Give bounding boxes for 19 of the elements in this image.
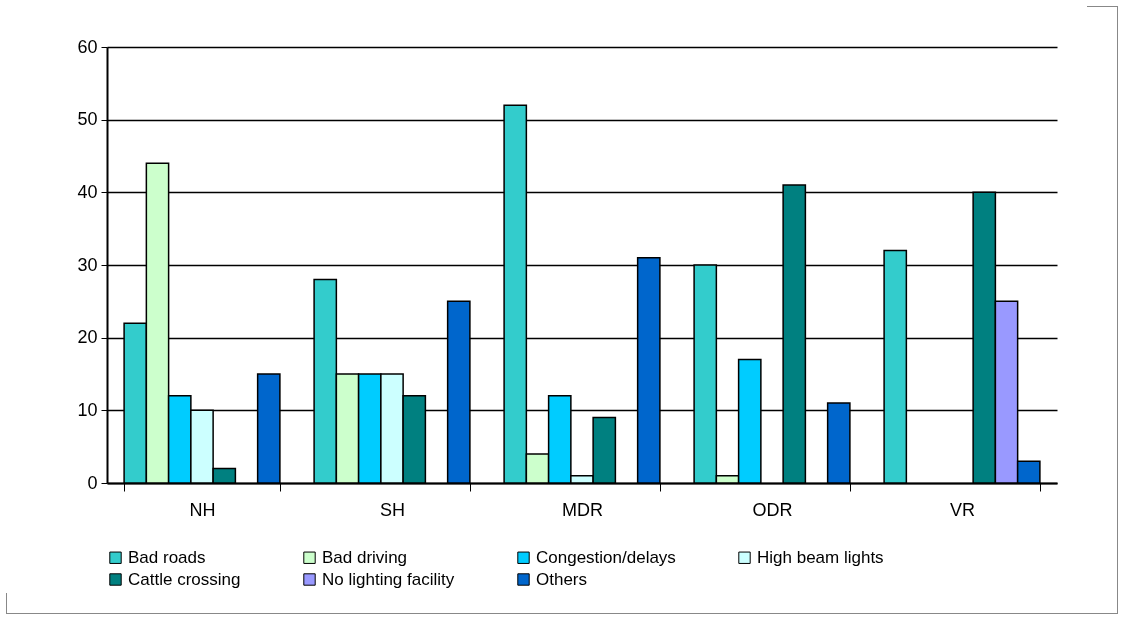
legend-label: Bad driving	[322, 547, 408, 567]
legend-label: Others	[536, 569, 588, 589]
y-tick-label: 60	[77, 36, 98, 57]
x-tick-label: VR	[949, 499, 976, 520]
y-tick-label: 10	[77, 399, 98, 420]
y-tick-label: 0	[87, 472, 98, 493]
x-tick-label: MDR	[562, 499, 603, 520]
legend-label: Bad roads	[128, 547, 206, 567]
x-tick-label: NH	[189, 499, 216, 520]
x-tick-label: SH	[379, 499, 406, 520]
legend-label: High beam lights	[757, 547, 884, 567]
y-tick-label: 50	[77, 109, 98, 130]
y-tick-label: 40	[77, 181, 98, 202]
legend-label: Cattle crossing	[128, 569, 241, 589]
y-tick-label: 20	[77, 327, 98, 348]
y-tick-label: 30	[77, 254, 98, 275]
x-tick-label: ODR	[752, 499, 793, 520]
legend-label: Congestion/delays	[536, 547, 676, 567]
legend-label: No lighting facility	[322, 569, 455, 589]
